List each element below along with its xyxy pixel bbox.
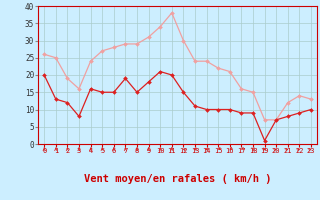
- X-axis label: Vent moyen/en rafales ( km/h ): Vent moyen/en rafales ( km/h ): [84, 174, 271, 184]
